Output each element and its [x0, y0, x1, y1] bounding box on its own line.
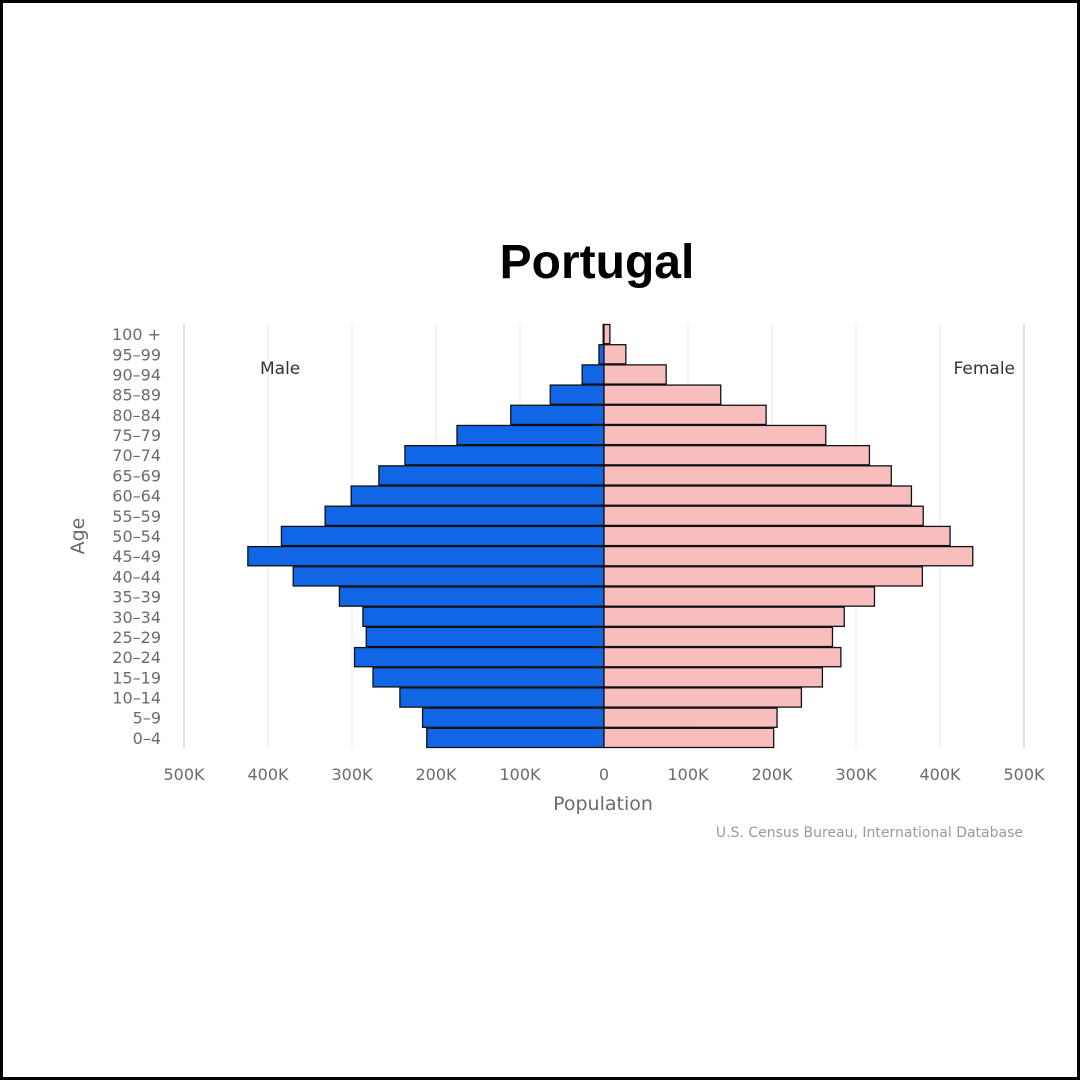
population-tick-label: 200K [751, 765, 793, 784]
female-bar-70-74 [603, 444, 871, 466]
age-tick-label: 60–64 [112, 487, 161, 506]
male-bar-25-29 [365, 626, 605, 648]
age-tick-label: 40–44 [112, 567, 161, 586]
female-bar-30-34 [603, 606, 845, 628]
female-bar-60-64 [603, 485, 913, 506]
male-bar-20-24 [353, 646, 605, 668]
population-tick-label: 200K [415, 765, 457, 784]
age-tick-label: 0–4 [133, 729, 161, 748]
female-bar-100 [603, 323, 611, 345]
population-tick-label: 400K [919, 765, 961, 784]
female-bar-55-59 [603, 505, 924, 527]
age-tick-label: 70–74 [112, 446, 161, 465]
age-tick-label: 15–19 [112, 668, 161, 687]
female-bar-40-44 [603, 566, 924, 587]
male-bar-35-39 [338, 586, 605, 607]
female-bar-90-94 [603, 364, 667, 385]
female-bar-65-69 [603, 465, 892, 486]
age-tick-label: 45–49 [112, 547, 161, 566]
female-bar-50-54 [603, 525, 951, 547]
female-bar-20-24 [603, 646, 842, 668]
male-bar-30-34 [362, 606, 605, 628]
male-bar-10-14 [399, 687, 605, 708]
age-tick-label: 100 + [112, 325, 161, 344]
male-label: Male [260, 359, 300, 379]
population-tick-label: 400K [247, 765, 289, 784]
male-bar-65-69 [378, 465, 605, 486]
age-tick-label: 95–99 [112, 345, 161, 364]
male-bar-40-44 [292, 566, 605, 587]
age-tick-label: 20–24 [112, 648, 161, 667]
female-bar-0-4 [603, 727, 775, 749]
male-bar-80-84 [510, 404, 605, 426]
male-bar-85-89 [549, 384, 605, 405]
age-tick-label: 90–94 [112, 365, 161, 384]
population-tick-label: 300K [835, 765, 877, 784]
age-tick-label: 25–29 [112, 628, 161, 647]
female-bar-35-39 [603, 586, 876, 607]
female-bar-80-84 [603, 404, 767, 426]
male-bar-45-49 [247, 545, 605, 567]
male-bar-5-9 [421, 707, 605, 728]
female-label: Female [954, 359, 1015, 379]
male-bar-55-59 [324, 505, 605, 527]
female-bar-85-89 [603, 384, 722, 405]
female-bar-5-9 [603, 707, 778, 728]
male-bar-70-74 [404, 444, 605, 466]
female-bar-95-99 [603, 344, 627, 365]
male-bar-50-54 [280, 525, 605, 547]
female-bar-45-49 [603, 545, 974, 567]
population-tick-label: 100K [499, 765, 541, 784]
population-tick-labels: 500K 400K 300K 200K 100K 0 100K 200K 300K 400K 500… [163, 765, 1045, 784]
age-tick-label: 65–69 [112, 466, 161, 485]
female-bar-15-19 [603, 667, 824, 688]
population-tick-label: 100K [667, 765, 709, 784]
male-bar-75-79 [456, 424, 605, 446]
age-tick-label: 5–9 [133, 709, 161, 728]
age-tick-label: 35–39 [112, 588, 161, 607]
age-tick-label: 55–59 [112, 507, 161, 526]
female-bar-10-14 [603, 687, 803, 708]
y-axis-title: Age [67, 518, 89, 555]
source-credit: U.S. Census Bureau, International Databa… [716, 825, 1023, 841]
female-bar-25-29 [603, 626, 834, 648]
population-tick-label: 0 [599, 765, 609, 784]
male-bar-15-19 [372, 667, 605, 688]
population-tick-label: 500K [163, 765, 205, 784]
population-tick-label: 300K [331, 765, 373, 784]
age-tick-label: 75–79 [112, 426, 161, 445]
male-bar-90-94 [581, 364, 605, 385]
female-bar-75-79 [603, 424, 827, 446]
male-bar-60-64 [350, 485, 605, 506]
bars [247, 323, 974, 749]
male-bar-0-4 [426, 727, 605, 749]
x-axis-title: Population [553, 793, 653, 815]
population-tick-label: 500K [1003, 765, 1045, 784]
age-tick-label: 30–34 [112, 608, 161, 627]
age-tick-label: 80–84 [112, 406, 161, 425]
chart-title: Portugal [499, 236, 695, 289]
male-bar-95-99 [598, 344, 605, 365]
age-tick-label: 10–14 [112, 689, 161, 708]
age-tick-label: 85–89 [112, 386, 161, 405]
age-tick-label: 50–54 [112, 527, 161, 546]
